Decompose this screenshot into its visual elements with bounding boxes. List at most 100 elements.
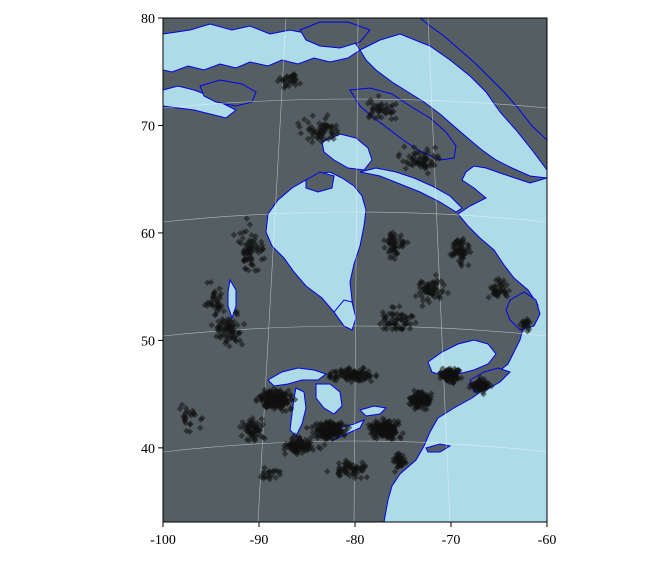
- data-point: [428, 162, 435, 169]
- data-point: [403, 158, 411, 166]
- data-point: [379, 309, 387, 316]
- data-point: [379, 105, 387, 112]
- data-point: [402, 165, 409, 172]
- data-point: [376, 320, 384, 328]
- data-point: [316, 124, 323, 132]
- data-point: [351, 474, 359, 482]
- data-point: [386, 254, 394, 262]
- data-point: [402, 321, 409, 328]
- data-point: [427, 158, 435, 165]
- graticule-line: [163, 98, 547, 109]
- data-point: [397, 435, 405, 442]
- data-point: [359, 368, 367, 376]
- data-point: [379, 415, 387, 422]
- data-point: [525, 326, 533, 333]
- data-point: [452, 371, 460, 379]
- data-point: [327, 432, 334, 439]
- data-point: [309, 130, 316, 137]
- data-point: [178, 401, 186, 409]
- data-point: [406, 325, 414, 332]
- data-point: [271, 405, 278, 413]
- data-point: [432, 144, 439, 151]
- graticule-line: [163, 211, 547, 223]
- data-point: [444, 289, 452, 297]
- data-point: [332, 432, 340, 440]
- data-point: [485, 294, 492, 301]
- data-point: [240, 248, 247, 256]
- data-point: [498, 281, 505, 289]
- data-point: [308, 424, 316, 431]
- data-point: [316, 424, 323, 431]
- data-point: [519, 325, 527, 333]
- data-point: [296, 80, 304, 87]
- data-point: [418, 293, 425, 300]
- data-point: [251, 236, 258, 243]
- data-point: [246, 431, 254, 439]
- data-point: [188, 412, 195, 419]
- data-point: [282, 407, 290, 414]
- data-point: [258, 415, 265, 423]
- data-point: [284, 80, 292, 87]
- data-point: [216, 285, 223, 292]
- data-point: [359, 377, 366, 384]
- data-point: [289, 436, 296, 443]
- data-point: [392, 115, 399, 122]
- victoria-island: [199, 79, 257, 107]
- ellesmere-island: [299, 21, 371, 49]
- data-point: [380, 426, 388, 434]
- newfoundland: [505, 291, 541, 331]
- data-point: [399, 243, 406, 250]
- data-point: [309, 139, 316, 146]
- data-point: [365, 421, 372, 429]
- data-point: [328, 133, 336, 140]
- data-point: [419, 285, 427, 293]
- data-point: [274, 77, 282, 85]
- data-point: [501, 289, 509, 296]
- graticule-line: [353, 18, 359, 522]
- x-tick-label: -60: [538, 533, 557, 548]
- data-point: [395, 421, 402, 428]
- data-point: [350, 470, 357, 477]
- data-point: [373, 435, 380, 442]
- data-point: [281, 446, 288, 453]
- data-point: [522, 321, 530, 328]
- data-point: [492, 276, 500, 284]
- data-point: [245, 267, 252, 274]
- data-point: [399, 430, 407, 437]
- data-point: [183, 427, 190, 435]
- data-point: [220, 308, 227, 315]
- data-point: [420, 150, 428, 157]
- data-point: [464, 241, 472, 248]
- data-point: [215, 318, 222, 325]
- data-point: [443, 373, 450, 381]
- y-ticks: 40 50 60 70 80: [141, 12, 163, 457]
- data-point: [236, 423, 244, 431]
- data-point: [216, 322, 223, 330]
- data-point: [298, 449, 306, 457]
- x-tick-label: -100: [150, 533, 176, 548]
- data-point: [238, 432, 245, 439]
- data-point: [375, 113, 382, 120]
- data-point: [472, 382, 479, 390]
- data-point: [407, 312, 415, 320]
- data-point: [258, 256, 265, 263]
- data-point: [345, 366, 353, 373]
- data-point: [416, 160, 423, 167]
- southampton-island: [305, 171, 335, 193]
- data-point: [321, 441, 328, 449]
- data-point: [432, 271, 440, 279]
- data-point: [329, 368, 337, 375]
- data-point: [388, 115, 395, 123]
- data-point: [392, 231, 399, 239]
- data-point: [369, 426, 376, 433]
- data-point: [413, 403, 421, 410]
- data-point: [339, 367, 346, 374]
- graticule-line: [427, 18, 451, 522]
- data-point: [416, 150, 423, 157]
- data-point: [208, 298, 215, 305]
- data-point: [326, 420, 334, 427]
- data-point: [462, 246, 469, 254]
- data-point: [423, 406, 430, 413]
- data-point: [217, 334, 224, 341]
- data-point: [396, 303, 403, 310]
